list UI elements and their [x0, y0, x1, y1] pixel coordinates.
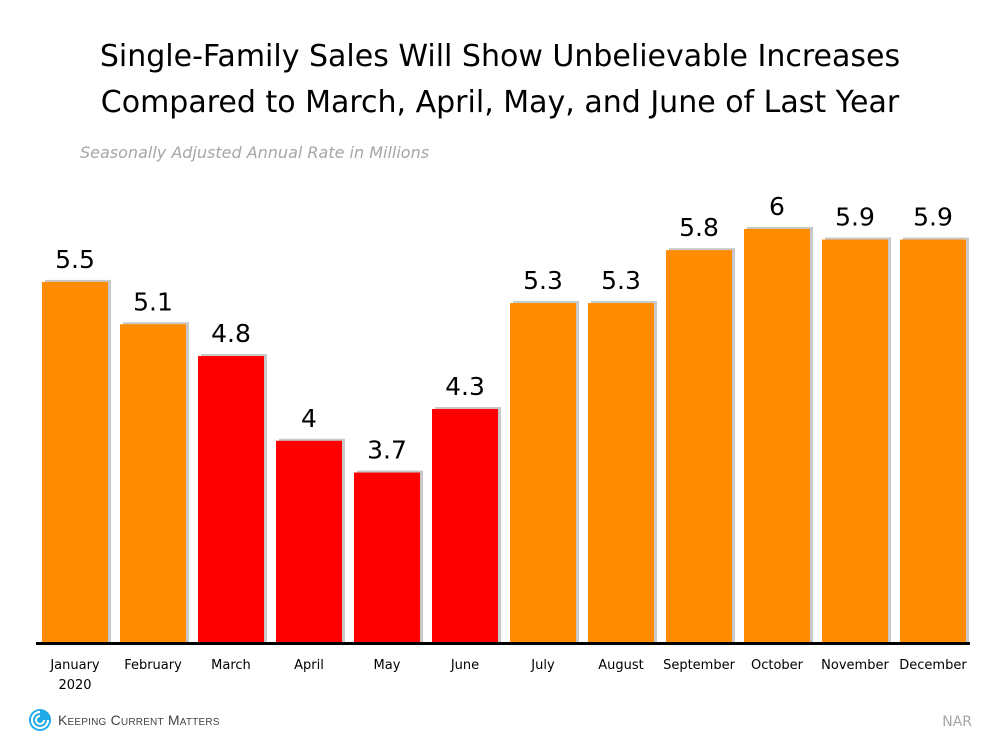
data-label: 6 [769, 192, 785, 221]
bar-may [354, 472, 420, 642]
x-tick-label: August [598, 658, 644, 673]
source-label: NAR [942, 714, 972, 730]
x-tick-label: April [294, 658, 324, 673]
data-label: 5.1 [133, 287, 173, 316]
x-tick-label: February [124, 658, 182, 673]
bar-september [666, 250, 732, 643]
bar-november [822, 239, 888, 642]
data-label: 5.8 [679, 213, 719, 242]
x-tick-label: March [211, 658, 251, 673]
bar-june [432, 409, 498, 642]
bar-february [120, 324, 186, 642]
bar-january [42, 281, 108, 642]
data-label: 5.3 [523, 266, 563, 295]
bar-march [198, 356, 264, 642]
bar-july [510, 303, 576, 642]
logo: Keeping Current Matters [28, 708, 220, 732]
chart-title: Single-Family Sales Will Show Unbelievab… [0, 34, 1000, 126]
title-line-2: Compared to March, April, May, and June … [100, 85, 900, 120]
x-tick-label: July [530, 658, 555, 673]
chart-subtitle: Seasonally Adjusted Annual Rate in Milli… [80, 143, 430, 162]
x-tick-label: November [821, 658, 889, 673]
data-label: 4 [301, 404, 317, 433]
bar-april [276, 440, 342, 642]
data-label: 4.8 [211, 319, 251, 348]
logo-text: Keeping Current Matters [58, 712, 220, 728]
data-label: 5.9 [913, 203, 953, 232]
bar-august [588, 303, 654, 642]
swirl-logo-icon [29, 709, 51, 731]
x-tick-label: June [450, 658, 479, 673]
x-tick-label: January [49, 658, 100, 673]
bar-december [900, 239, 966, 642]
x-tick-sublabel: 2020 [58, 678, 91, 693]
data-label: 5.5 [55, 245, 95, 274]
data-label: 4.3 [445, 372, 485, 401]
data-label: 5.9 [835, 203, 875, 232]
x-tick-label: September [663, 658, 736, 673]
data-label: 3.7 [367, 436, 407, 465]
x-tick-label: May [374, 658, 401, 673]
data-label: 5.3 [601, 266, 641, 295]
x-tick-label: October [751, 658, 804, 673]
bar-october [744, 228, 810, 643]
title-line-1: Single-Family Sales Will Show Unbelievab… [99, 39, 901, 74]
x-tick-label: December [899, 658, 967, 673]
